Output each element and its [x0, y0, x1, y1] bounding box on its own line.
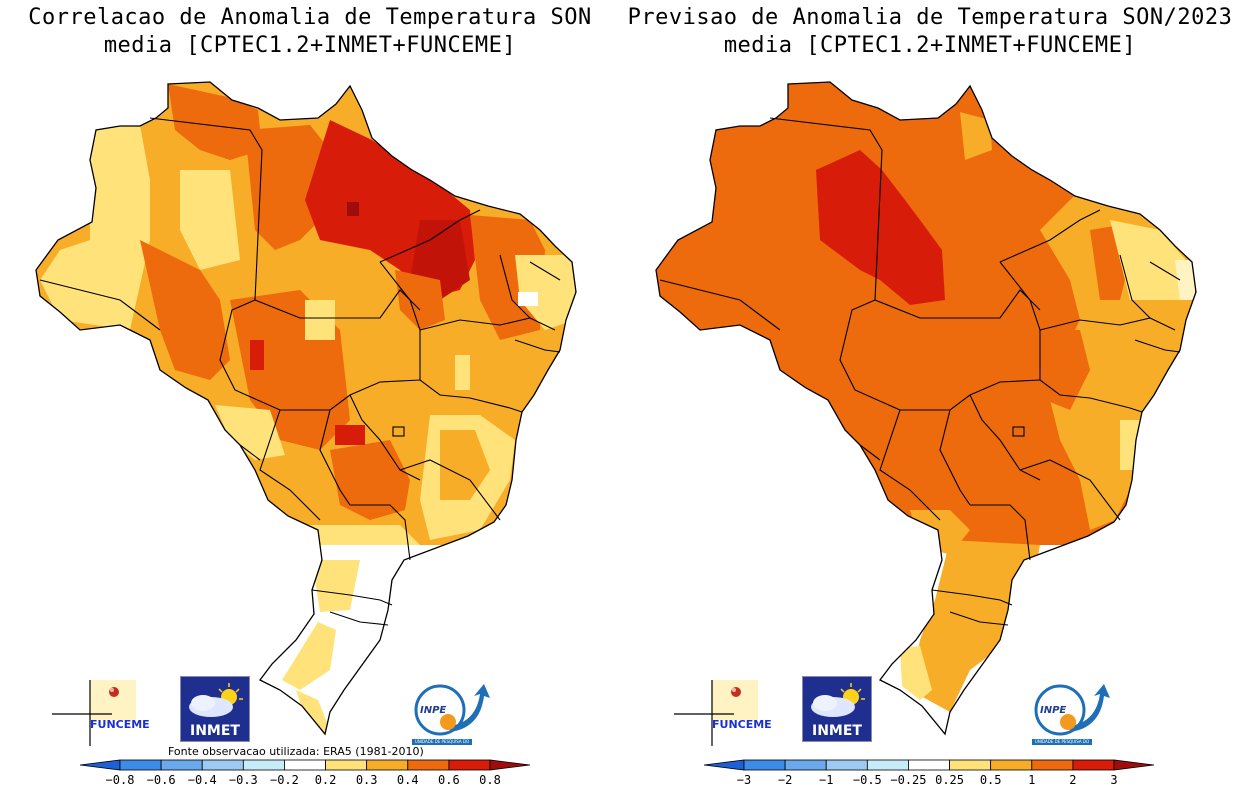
- colorbar-segment: [242, 759, 285, 771]
- colorbar-tick-label: −0.2: [270, 773, 299, 787]
- colorbar-segment: [990, 759, 1033, 771]
- colorbar-segment: [743, 759, 786, 771]
- colorbar-segment: [407, 759, 450, 771]
- colorbar-tick-label: 1: [1028, 773, 1035, 787]
- forecast-panel: Previsao de Anomalia de Temperatura SON/…: [620, 0, 1240, 802]
- correlation-source-note: Fonte observacao utilizada: ERA5 (1981-2…: [168, 745, 424, 758]
- colorbar-segment: [366, 759, 409, 771]
- colorbar-segment: [160, 759, 203, 771]
- forecast-field: [656, 82, 1196, 712]
- forecast-title: Previsao de Anomalia de Temperatura SON/…: [620, 4, 1240, 60]
- funceme-logo-text: FUNCEME: [90, 718, 150, 731]
- colorbar-tick-label: 2: [1069, 773, 1076, 787]
- inmet-logo-text: INMET: [812, 723, 862, 739]
- colorbar-segment: [825, 759, 868, 771]
- colorbar-segment: [325, 759, 368, 771]
- forecast-state-borders: [659, 117, 1181, 626]
- colorbar-tick-label: 0.8: [479, 773, 501, 787]
- forecast-title-line1: Previsao de Anomalia de Temperatura SON/…: [627, 5, 1233, 30]
- correlation-title-line2: media [CPTEC1.2+INMET+FUNCEME]: [103, 33, 517, 58]
- inpe-logo-text: INPE: [1040, 705, 1066, 716]
- colorbar-segment: [908, 759, 950, 771]
- colorbar-arrow-low: [80, 759, 121, 771]
- inpe-logo: INPE UNIDADE DE PESQUISA DO MCTI: [410, 682, 490, 750]
- funceme-logo-text: FUNCEME: [712, 718, 772, 731]
- colorbar-arrow-high: [489, 759, 531, 771]
- inpe-logo-strip: UNIDADE DE PESQUISA DO MCTI: [1032, 739, 1092, 750]
- colorbar-segment: [949, 759, 992, 771]
- correlation-field: [36, 82, 576, 734]
- colorbar-tick-label: 0.6: [438, 773, 460, 787]
- colorbar-segment: [201, 759, 244, 771]
- inpe-logo-strip: UNIDADE DE PESQUISA DO MCTI: [412, 739, 472, 750]
- colorbar-tick-label: −0.4: [188, 773, 217, 787]
- forecast-colorbar: −3 −2 −1 −0.5 −0.25 0.25 0.5 1 2 3: [704, 759, 1155, 787]
- forecast-map: [655, 81, 1197, 735]
- colorbar-tick-label: 0.5: [980, 773, 1002, 787]
- forecast-title-line2: media [CPTEC1.2+INMET+FUNCEME]: [723, 33, 1137, 58]
- colorbar-arrow-high: [1113, 759, 1155, 771]
- colorbar-tick-label: −1: [819, 773, 833, 787]
- colorbar-tick-label: −2: [778, 773, 792, 787]
- colorbar-tick-label: 3: [1110, 773, 1117, 787]
- colorbar-segment: [784, 759, 827, 771]
- colorbar-segment: [866, 759, 909, 771]
- colorbar-tick-label: −3: [737, 773, 751, 787]
- correlation-colorbar: −0.8 −0.6 −0.4 −0.3 −0.2 0.2 0.3 0.4 0.6 0.8: [80, 759, 531, 787]
- correlation-title-line1: Correlacao de Anomalia de Temperatura SO…: [28, 5, 592, 30]
- inmet-logo: INMET: [802, 676, 872, 742]
- colorbar-tick-label: 0.2: [315, 773, 337, 787]
- inpe-logo-text: INPE: [420, 705, 446, 716]
- inpe-logo: INPE UNIDADE DE PESQUISA DO MCTI: [1030, 682, 1110, 750]
- colorbar-segment: [119, 759, 162, 771]
- correlation-state-borders: [39, 117, 561, 626]
- colorbar-segment: [1072, 759, 1115, 771]
- colorbar-tick-label: 0.3: [356, 773, 378, 787]
- correlation-title: Correlacao de Anomalia de Temperatura SO…: [0, 4, 620, 60]
- funceme-logo: FUNCEME: [674, 678, 784, 746]
- inmet-logo-text: INMET: [190, 723, 240, 739]
- correlation-panel: Correlacao de Anomalia de Temperatura SO…: [0, 4, 620, 787]
- inmet-logo: INMET: [180, 676, 250, 742]
- colorbar-segment: [1031, 759, 1074, 771]
- colorbar-tick-label: −0.25: [890, 773, 926, 787]
- correlation-map: [35, 81, 577, 735]
- colorbar-tick-label: −0.6: [147, 773, 176, 787]
- colorbar-tick-label: 0.4: [397, 773, 419, 787]
- colorbar-tick-label: −0.3: [229, 773, 258, 787]
- colorbar-segment: [448, 759, 491, 771]
- colorbar-tick-label: 0.25: [935, 773, 964, 787]
- colorbar-tick-label: −0.5: [853, 773, 882, 787]
- funceme-logo: FUNCEME: [52, 678, 162, 746]
- colorbar-tick-label: −0.8: [106, 773, 135, 787]
- colorbar-arrow-low: [704, 759, 745, 771]
- colorbar-segment: [284, 759, 326, 771]
